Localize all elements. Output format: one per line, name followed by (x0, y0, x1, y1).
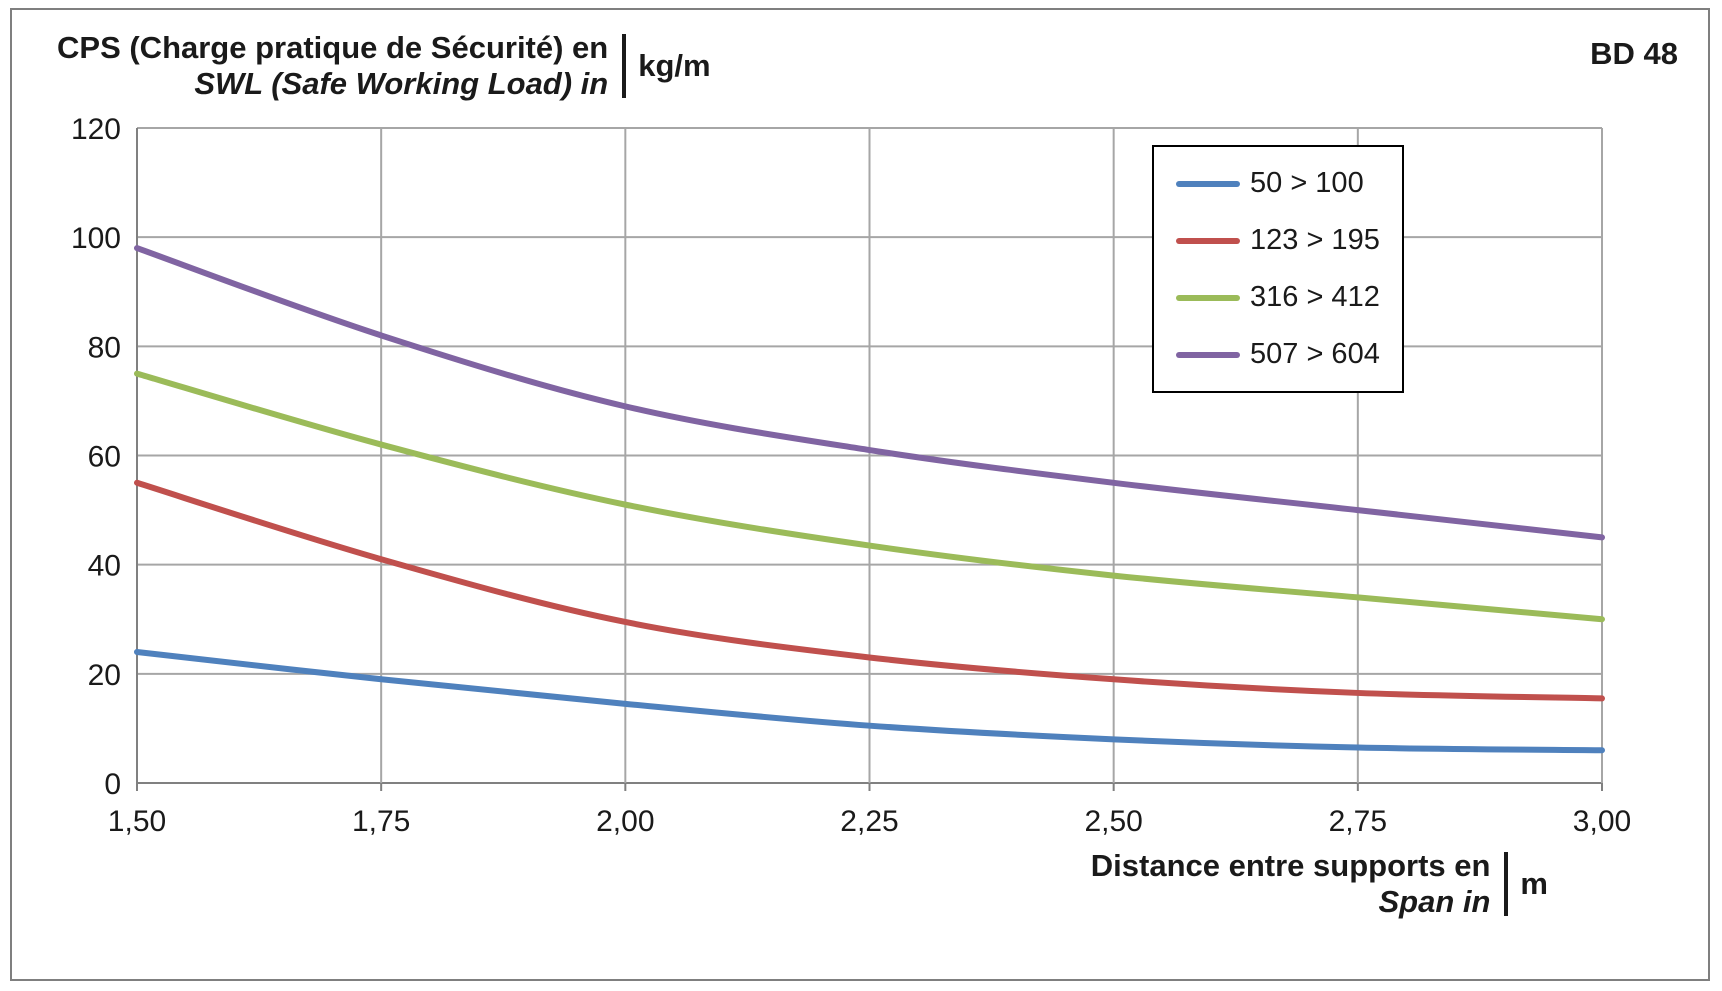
x-tick-label: 1,50 (108, 805, 166, 838)
legend-label: 507 > 604 (1250, 338, 1380, 370)
legend-item: 123 > 195 (1176, 224, 1380, 257)
series-line-507-to-604 (134, 245, 1605, 541)
series-line-316-to-412 (134, 370, 1605, 623)
legend-line-swatch (1176, 294, 1240, 301)
title-divider-bar (622, 33, 627, 98)
chart-frame: CPS (Charge pratique de Sécurité) en SWL… (10, 8, 1710, 981)
legend-label: 50 > 100 (1250, 167, 1364, 199)
x-axis-title: Distance entre supports en Span in m (1091, 848, 1548, 919)
y-tick-label: 100 (71, 222, 121, 255)
legend-item: 50 > 100 (1176, 167, 1380, 200)
x-axis-unit: m (1520, 865, 1548, 901)
legend-label: 123 > 195 (1250, 224, 1380, 256)
y-tick-label: 120 (71, 113, 121, 146)
y-tick-label: 40 (88, 550, 121, 583)
x-tick-label: 2,75 (1329, 805, 1387, 838)
y-axis-title-line2: SWL (Safe Working Load) in (194, 65, 609, 101)
legend-line-swatch (1176, 351, 1240, 358)
y-axis-title-lines: CPS (Charge pratique de Sécurité) en SWL… (57, 30, 608, 101)
legend-item: 316 > 412 (1176, 281, 1380, 314)
x-axis-title-line2: Span in (1378, 883, 1491, 919)
chart-code: BD 48 (1590, 36, 1678, 71)
x-tick-label: 1,75 (352, 805, 410, 838)
xlabel-divider-bar (1504, 851, 1509, 916)
y-axis-title-line1: CPS (Charge pratique de Sécurité) en (57, 30, 609, 65)
x-tick-label: 2,25 (840, 805, 898, 838)
x-tick-label: 2,50 (1084, 805, 1142, 838)
x-tick-label: 3,00 (1573, 805, 1631, 838)
y-axis-unit: kg/m (638, 47, 711, 83)
x-axis-title-lines: Distance entre supports en Span in (1091, 848, 1491, 919)
series-line-50-to-100 (134, 649, 1605, 754)
y-tick-label: 60 (88, 441, 121, 474)
x-tick-label: 2,00 (596, 805, 654, 838)
legend-item: 507 > 604 (1176, 338, 1380, 371)
x-axis-title-line1: Distance entre supports en (1090, 848, 1491, 883)
y-tick-label: 0 (104, 768, 121, 801)
line-chart: 0 20 40 60 80 100 120 1,50 1,75 2,00 2,25 2,50 2,75 3… (71, 113, 1631, 838)
y-tick-label: 80 (88, 331, 121, 364)
legend-line-swatch (1176, 180, 1240, 187)
y-axis-title: CPS (Charge pratique de Sécurité) en SWL… (57, 30, 711, 101)
y-tick-label: 20 (88, 659, 121, 692)
series-line-123-to-195 (134, 479, 1605, 702)
legend-label: 316 > 412 (1250, 281, 1380, 313)
legend: 50 > 100 123 > 195 316 > 412 507 > 604 (1152, 145, 1404, 393)
legend-line-swatch (1176, 237, 1240, 244)
